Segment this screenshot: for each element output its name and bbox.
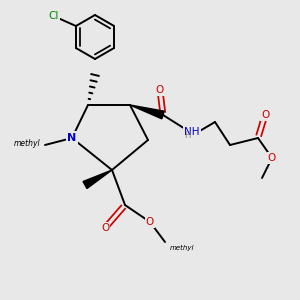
Text: O: O [146, 217, 154, 227]
Text: H: H [184, 131, 190, 140]
Text: N: N [68, 133, 76, 143]
Text: Cl: Cl [49, 11, 59, 21]
Polygon shape [130, 105, 164, 119]
Text: O: O [101, 223, 109, 233]
Text: NH: NH [184, 127, 200, 137]
Text: methyl: methyl [170, 245, 194, 251]
Polygon shape [83, 170, 112, 188]
Text: methyl: methyl [14, 139, 40, 148]
Text: O: O [268, 153, 276, 163]
Text: O: O [261, 110, 269, 120]
Text: N: N [68, 133, 76, 143]
Text: O: O [156, 85, 164, 95]
